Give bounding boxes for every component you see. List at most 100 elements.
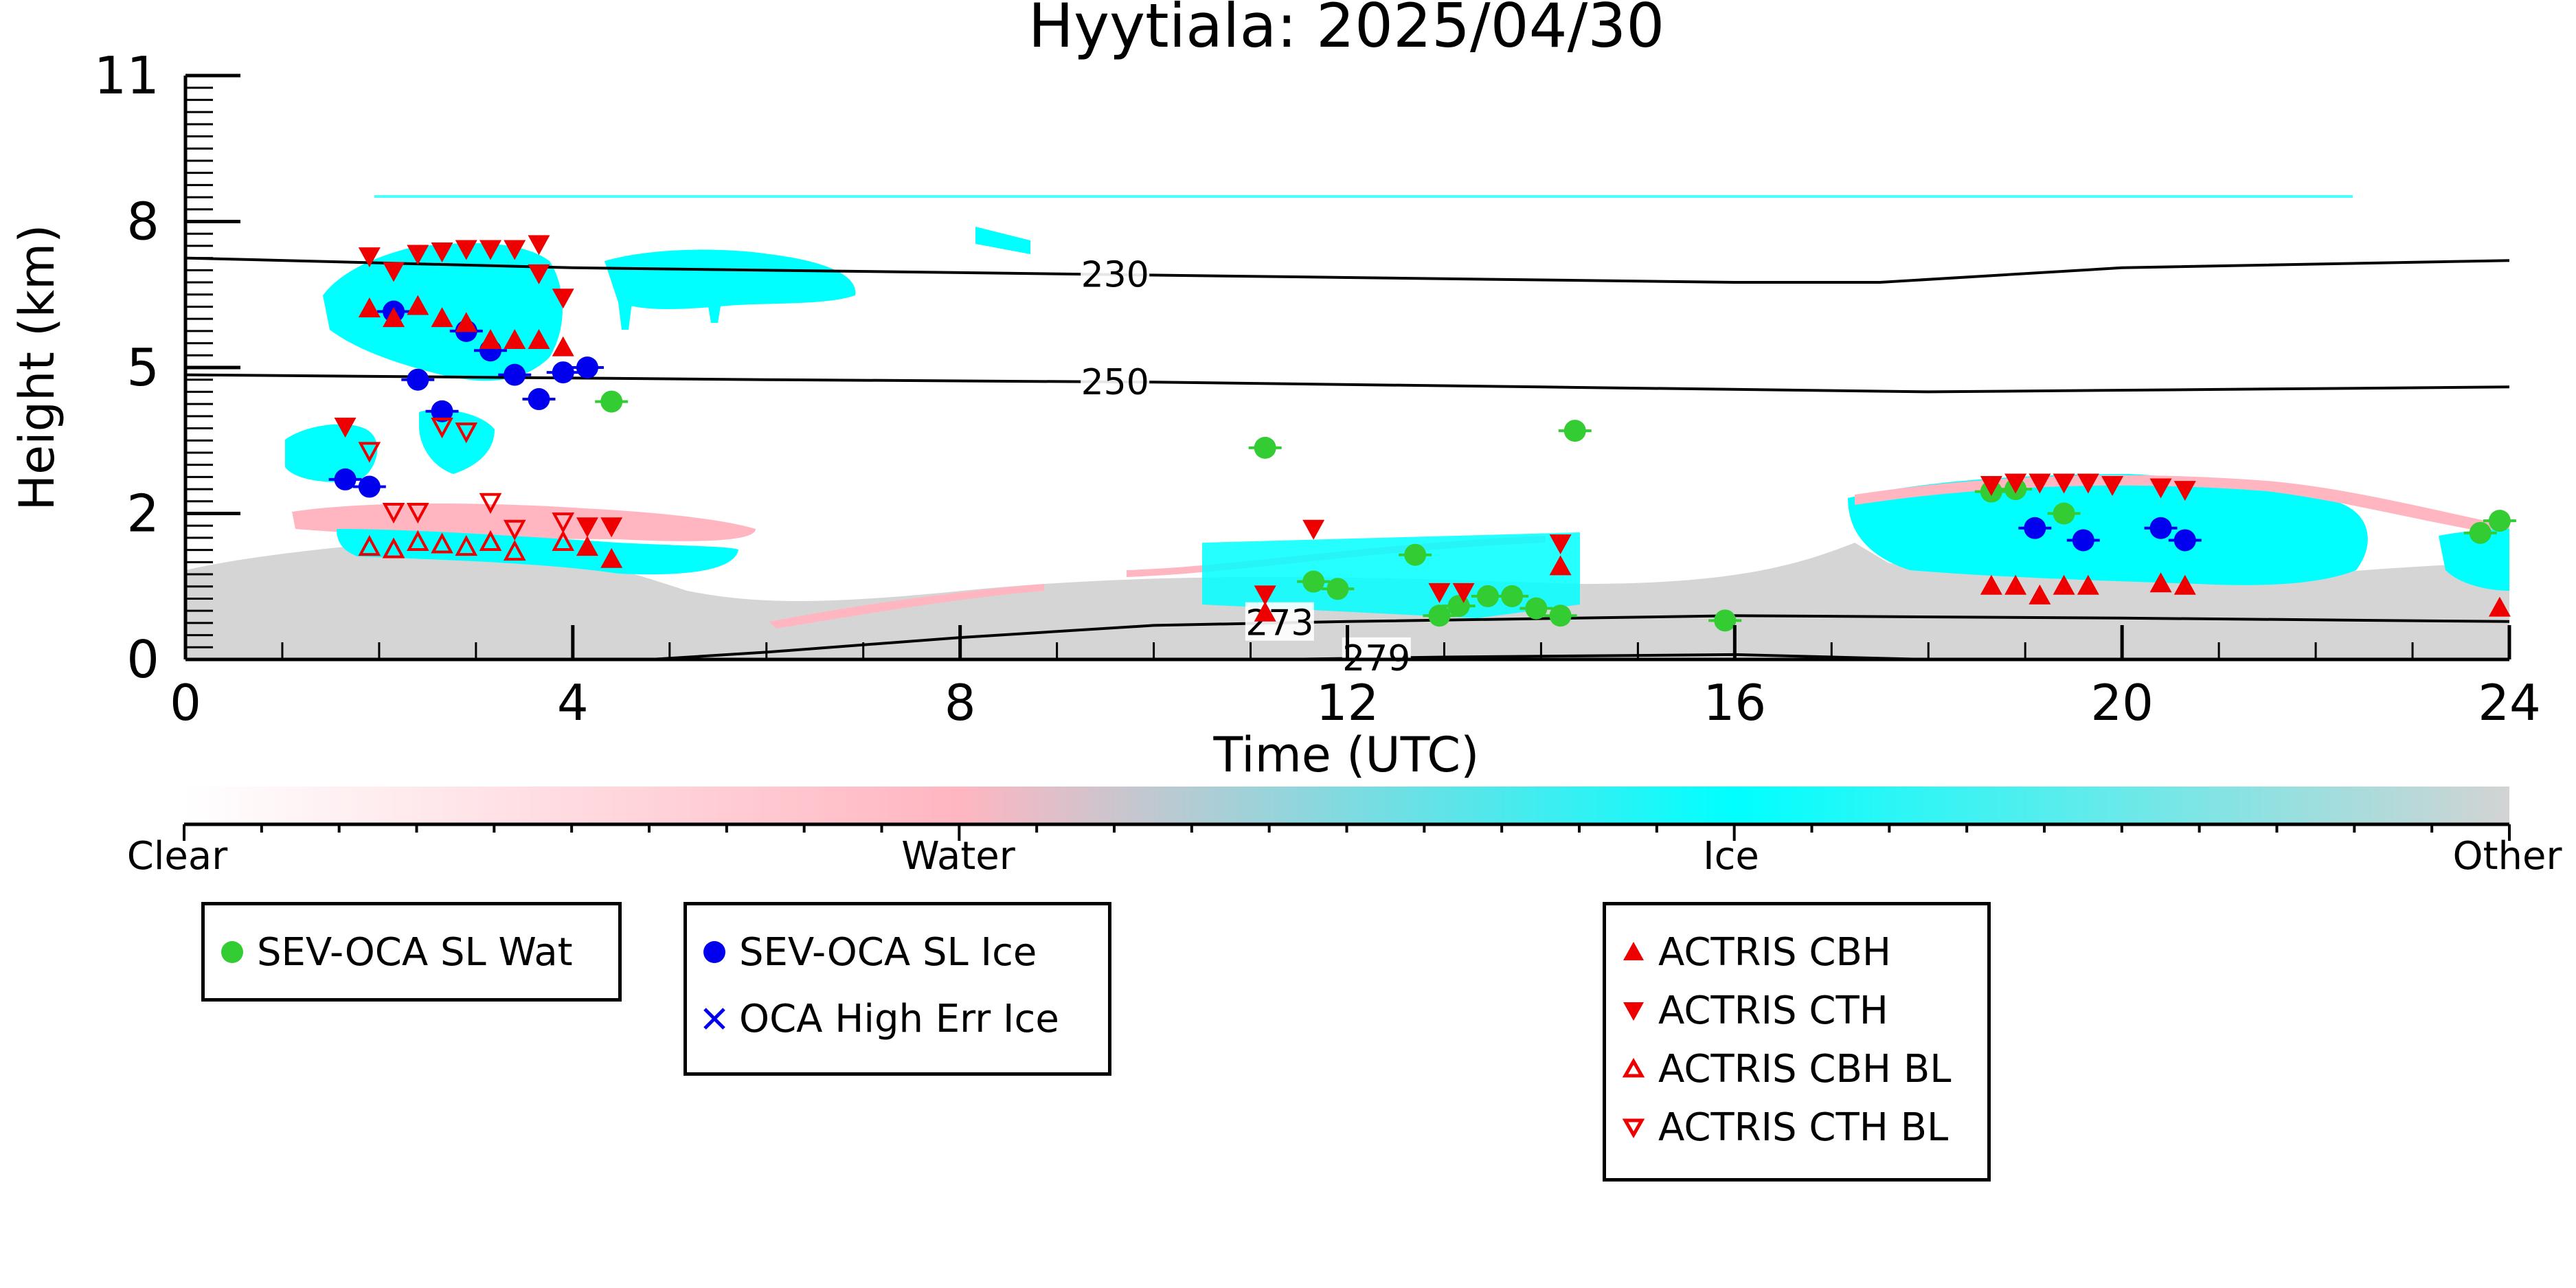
legend-actris: ACTRIS CBH ACTRIS CTH ACTRIS CBH BL ACTR… <box>1603 902 1991 1182</box>
red-triangle-down-icon <box>1623 1002 1644 1021</box>
marker-sev-oca-sl-wat <box>1525 597 1548 620</box>
ice-streak-top <box>374 195 2353 198</box>
legend-item: SEV-OCA SL Wat <box>218 930 573 975</box>
x-tick-label: 4 <box>557 674 589 732</box>
ice-cloud-mid-morning <box>285 424 378 482</box>
marker-actris-cbh <box>479 329 502 350</box>
colorbar-label-clear: Clear <box>127 834 228 879</box>
marker-actris-cbh <box>552 336 574 357</box>
cloud-classification-field <box>185 195 2509 659</box>
marker-actris-cbh <box>2173 574 2196 595</box>
marker-actris-cth <box>383 262 405 282</box>
marker-actris-cth <box>576 517 598 538</box>
legend-item: ACTRIS CBH <box>1620 930 1891 975</box>
marker-sev-oca-sl-wat <box>1302 570 1325 593</box>
marker-sev-oca-sl-wat <box>1447 595 1470 618</box>
y-tick-label: 0 <box>126 629 159 690</box>
x-tick-label: 16 <box>1704 674 1767 732</box>
red-open-triangle-down-icon <box>1622 1118 1645 1139</box>
marker-actris-cth <box>2004 473 2027 494</box>
y-tick-label: 11 <box>94 45 159 106</box>
marker-sev-oca-sl-ice <box>2072 529 2094 552</box>
ice-cloud-upper-streaks <box>605 249 856 309</box>
marker-actris-cbh <box>504 329 526 350</box>
marker-sev-oca-sl-wat <box>1404 543 1427 566</box>
isotherm-label-bg <box>1081 253 1150 293</box>
legend-item: OCA High Err Ice <box>701 996 1059 1041</box>
marker-sev-oca-sl-wat <box>1549 605 1572 627</box>
marker-sev-oca-sl-ice <box>407 368 429 391</box>
marker-actris-cbh <box>2149 572 2172 593</box>
legend-item: ACTRIS CTH <box>1620 988 1888 1033</box>
marker-actris-cbh <box>2004 574 2027 595</box>
marker-actris-cbh <box>1254 601 1276 622</box>
marker-actris-cth-bl <box>503 519 526 541</box>
marker-sev-oca-sl-ice <box>528 388 550 411</box>
marker-actris-cbh-bl <box>503 539 526 561</box>
marker-actris-cbh <box>455 312 477 332</box>
red-open-triangle-up-icon <box>1622 1057 1645 1078</box>
colorbar-label-water: Water <box>901 834 1016 879</box>
x-tick-label: 20 <box>2090 674 2154 732</box>
chart-title: Hyytiala: 2025/04/30 <box>1028 0 1664 61</box>
blue-x-icon <box>703 1008 725 1030</box>
colorbar-ticks <box>183 824 2511 841</box>
marker-actris-cbh <box>1980 574 2002 595</box>
marker-sev-oca-sl-wat <box>2488 510 2511 532</box>
marker-actris-cbh <box>2029 584 2051 605</box>
marker-sev-oca-sl-ice <box>576 357 598 379</box>
isotherm-label-bg <box>1342 637 1411 676</box>
plot-axes: 0 2 5 8 11 0 4 8 12 16 20 24 <box>94 45 2541 732</box>
marker-actris-cth <box>455 240 477 260</box>
water-layer-evening <box>1855 475 2509 536</box>
marker-sev-oca-sl-wat <box>1563 420 1586 442</box>
marker-actris-cbh-bl <box>552 530 575 551</box>
x-axis-ticks: 0 4 8 12 16 20 24 <box>170 625 2541 732</box>
marker-sev-oca-sl-ice <box>358 475 381 498</box>
marker-actris-cbh <box>528 329 550 350</box>
marker-actris-cbh-bl <box>382 537 405 558</box>
marker-sev-oca-sl-wat <box>1501 585 1524 607</box>
marker-sev-oca-sl-ice <box>2173 529 2196 552</box>
marker-actris-cbh-bl <box>455 534 478 556</box>
marker-actris-cbh <box>2488 596 2511 617</box>
marker-actris-cbh <box>431 307 453 328</box>
red-triangle-up-icon <box>1623 942 1644 960</box>
marker-actris-cbh <box>1549 555 1572 576</box>
marker-sev-oca-sl-wat <box>1254 436 1276 459</box>
marker-actris-cth <box>2053 473 2075 494</box>
marker-actris-cth <box>552 289 574 309</box>
observation-markers <box>328 235 2516 632</box>
marker-sev-oca-sl-wat <box>1714 609 1737 632</box>
marker-actris-cth <box>1452 583 1475 603</box>
legend-label: OCA High Err Ice <box>739 996 1059 1041</box>
x-axis-label: Time (UTC) <box>1213 727 1480 783</box>
marker-actris-cth <box>479 240 502 260</box>
marker-actris-cth <box>1980 476 2002 496</box>
x-tick-label: 24 <box>2478 674 2541 732</box>
blue-circle-icon <box>703 941 725 963</box>
marker-actris-cth <box>1428 583 1451 603</box>
marker-sev-oca-sl-ice <box>552 361 574 384</box>
legend-item: ACTRIS CTH BL <box>1620 1105 1948 1150</box>
marker-actris-cth-bl <box>382 502 405 524</box>
marker-actris-cth <box>2077 473 2099 494</box>
isotherm-label: 250 <box>1081 362 1149 403</box>
marker-actris-cbh <box>600 547 623 568</box>
legend-ice: SEV-OCA SL Ice OCA High Err Ice <box>683 902 1111 1076</box>
marker-actris-cbh-bl <box>406 530 429 551</box>
ice-cloud-mid-morning-b <box>419 409 495 474</box>
legend-label: ACTRIS CBH BL <box>1658 1046 1952 1092</box>
marker-actris-cbh <box>358 297 381 317</box>
isotherm-line-230 <box>185 256 2510 284</box>
y-tick-label: 5 <box>126 337 159 398</box>
marker-actris-cth <box>2173 481 2196 501</box>
marker-actris-cth <box>2149 478 2172 499</box>
legend-water: SEV-OCA SL Wat <box>201 902 622 1002</box>
marker-actris-cth-bl <box>406 502 429 524</box>
green-circle-icon <box>221 941 243 963</box>
ice-layer-morning-low <box>337 529 738 575</box>
isotherm-label: 273 <box>1245 603 1313 644</box>
y-axis-label: Height (km) <box>9 225 65 511</box>
